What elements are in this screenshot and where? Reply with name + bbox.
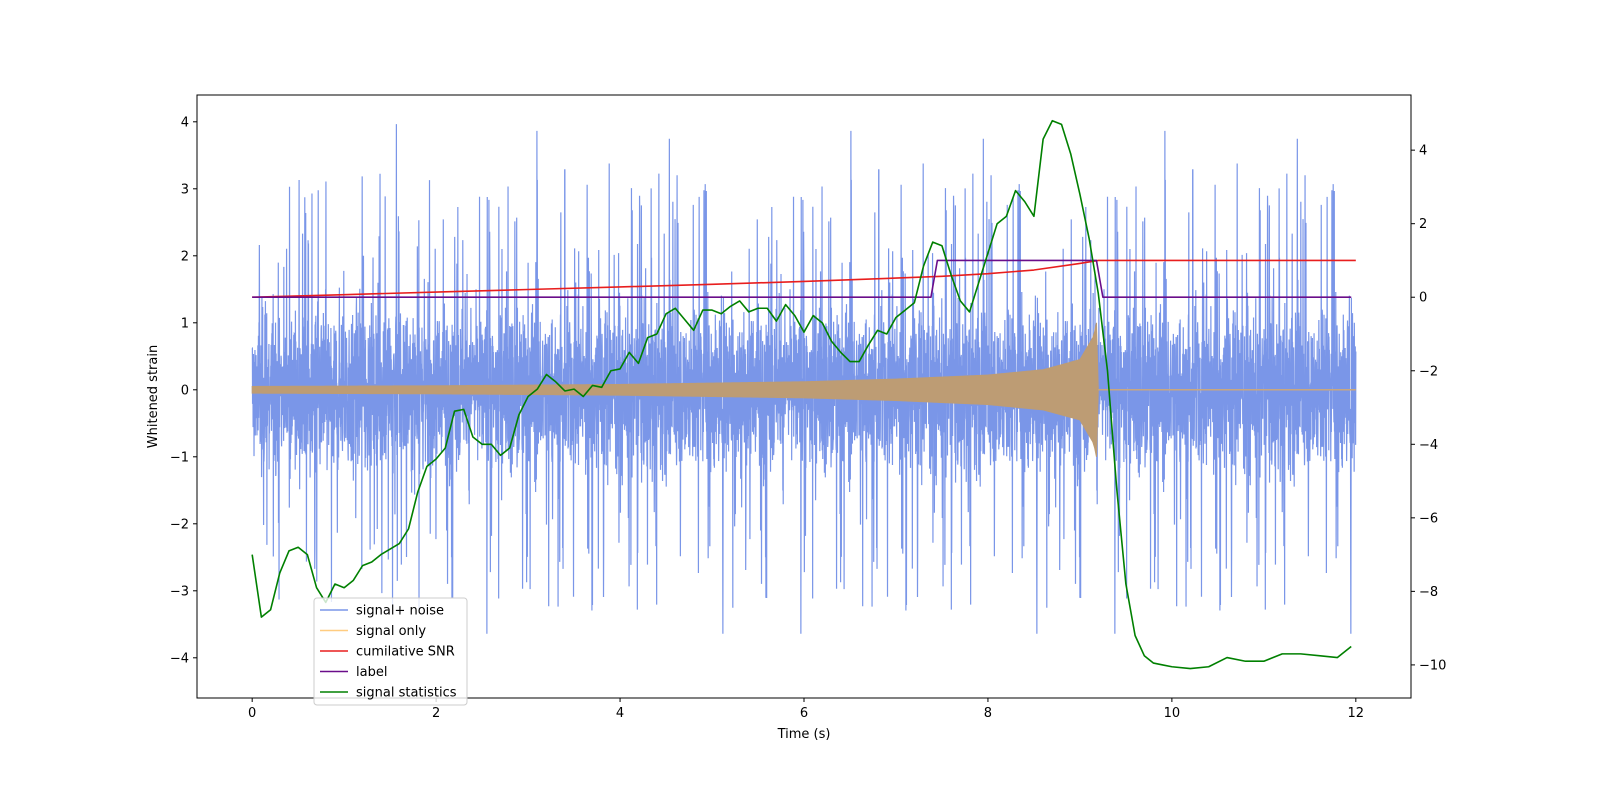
x-tick-label: 6 [800,706,808,721]
plot-area [251,119,1357,670]
y2-tick-label: 4 [1419,144,1427,159]
y-tick-label: 3 [181,182,189,197]
y2-tick-label: −8 [1419,585,1438,600]
x-axis-label: Time (s) [777,727,831,742]
y-axis-right: −10 −8 −6 −4 −2 0 2 4 [1411,144,1446,673]
x-tick-label: 0 [248,706,256,721]
y-tick-label: 2 [181,249,189,264]
legend-box [313,597,468,706]
y-tick-label: −1 [170,450,189,465]
x-tick-label: 4 [616,706,624,721]
legend-item: cumilative SNR [320,645,455,660]
legend-label: signal+ noise [356,604,444,619]
legend-item: signal only [320,624,426,639]
y-axis-label: Whitened strain [146,345,161,448]
legend-label: signal only [356,624,426,639]
y2-tick-label: −10 [1419,658,1446,673]
x-tick-label: 10 [1164,706,1181,721]
series-signal-statistics [251,119,1352,670]
legend-item: signal statistics [320,686,457,701]
legend-item: signal+ noise [320,604,444,619]
y-tick-label: −2 [170,517,189,532]
legend: signal+ noise signal only cumilative SNR la… [313,597,468,706]
legend-item: label [320,665,387,680]
x-tick-label: 8 [984,706,992,721]
y2-tick-label: −2 [1419,364,1438,379]
x-tick-label: 12 [1348,706,1365,721]
legend-label: signal statistics [356,686,457,701]
y-tick-label: 4 [181,115,189,130]
legend-label: label [356,665,387,680]
y-axis-left: −4 −3 −2 −1 0 1 2 3 4 [170,115,197,666]
x-tick-label: 2 [432,706,440,721]
x-axis: 0 2 4 6 8 10 12 [248,698,1364,721]
y2-tick-label: 2 [1419,217,1427,232]
y2-tick-label: −6 [1419,511,1438,526]
series-signal-plus-noise [251,124,1357,634]
y2-tick-label: −4 [1419,438,1438,453]
y-tick-label: −3 [170,584,189,599]
y-tick-label: −4 [170,651,189,666]
series-cumulative-snr [252,259,1356,299]
y-tick-label: 0 [181,383,189,398]
y2-tick-label: 0 [1419,291,1427,306]
y-tick-label: 1 [181,316,189,331]
series-label [252,259,1352,299]
legend-label: cumilative SNR [356,645,455,660]
